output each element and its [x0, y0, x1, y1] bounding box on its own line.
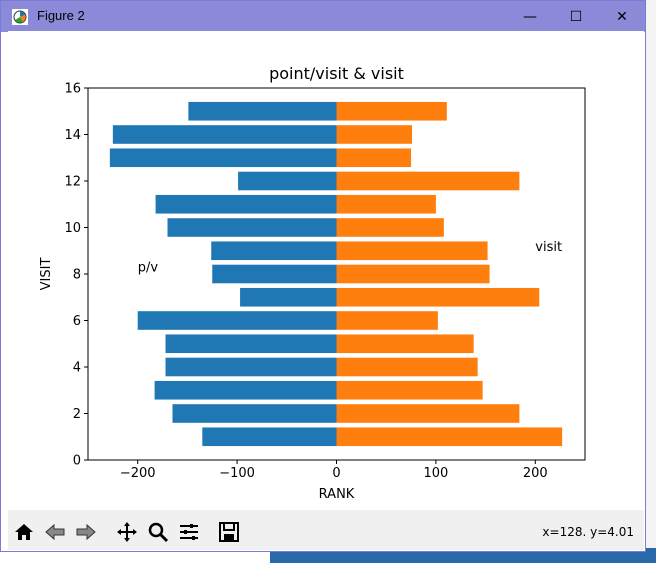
cursor-coordinates: x=128. y=4.01: [542, 525, 634, 539]
x-tick-label: 0: [332, 466, 340, 481]
bar-series-1-4: [165, 357, 337, 377]
zoom-button[interactable]: [144, 518, 172, 546]
home-icon: [15, 524, 33, 540]
y-tick-label: 14: [64, 128, 81, 143]
x-tick-label: −200: [120, 466, 156, 481]
pan-icon: [117, 522, 137, 542]
save-icon: [219, 522, 239, 542]
maximize-button[interactable]: ☐: [553, 1, 599, 32]
chart-title: point/visit & visit: [269, 64, 404, 83]
bar-series-2-3: [336, 380, 483, 400]
bar-series-1-1: [202, 427, 337, 447]
forward-icon: [76, 523, 96, 541]
bar-series-2-6: [336, 311, 438, 330]
bar-series-1-7: [240, 287, 337, 307]
bar-series-1-13: [109, 148, 337, 168]
y-tick-label: 12: [64, 175, 81, 190]
bar-series-1-3: [154, 380, 337, 400]
figure-canvas[interactable]: −200 −100 0 100 200 0 2 4 6 8 10 12 14 16 point/visit …: [8, 31, 644, 510]
bar-series-2-12: [336, 171, 520, 191]
y-tick-label: 0: [73, 454, 81, 469]
y-tick-label: 10: [64, 221, 81, 236]
y-tick-label: 8: [73, 268, 81, 283]
x-tick-label: 100: [423, 466, 448, 481]
bar-series-1-2: [172, 404, 337, 423]
bar-series-1-12: [238, 171, 337, 191]
configure-subplots-icon: [180, 524, 198, 540]
bar-series-1-6: [137, 311, 337, 330]
y-tick-label: 2: [73, 407, 81, 422]
bar-series-2-7: [336, 287, 540, 307]
title-bar[interactable]: Figure 2 — ☐ ✕: [1, 1, 645, 32]
chart-svg: −200 −100 0 100 200 0 2 4 6 8 10 12 14 16 point/visit …: [39, 64, 586, 502]
bar-series-2-15: [336, 101, 447, 121]
back-button[interactable]: [41, 518, 69, 546]
bar-series-2-11: [336, 194, 436, 214]
close-button[interactable]: ✕: [599, 1, 645, 32]
y-tick-label: 4: [73, 361, 81, 376]
save-button[interactable]: [215, 518, 243, 546]
window-title: Figure 2: [37, 8, 85, 23]
bar-series-2-9: [336, 241, 488, 261]
minimize-icon: —: [523, 8, 537, 25]
bar-series-1-8: [212, 264, 337, 284]
pan-button[interactable]: [113, 518, 141, 546]
desktop-background: [644, 0, 656, 563]
y-tick-label: 16: [64, 82, 81, 97]
bar-series-2-2: [336, 404, 520, 423]
close-icon: ✕: [616, 8, 628, 25]
maximize-icon: ☐: [569, 8, 583, 25]
bar-series-2-4: [336, 357, 478, 377]
navigation-toolbar: x=128. y=4.01: [8, 510, 644, 550]
annotation-text: visit: [535, 240, 562, 255]
zoom-icon: [148, 522, 169, 543]
matplotlib-app-icon: [12, 9, 28, 25]
bar-series-1-10: [167, 218, 337, 237]
annotation-text: p/v: [138, 261, 159, 276]
x-tick-label: 200: [523, 466, 548, 481]
bar-series-2-1: [336, 427, 563, 447]
bar-series-1-15: [188, 101, 337, 121]
bar-series-2-8: [336, 264, 490, 284]
bar-series-2-10: [336, 218, 444, 237]
toolbar-separator: [106, 518, 108, 546]
home-button[interactable]: [10, 518, 38, 546]
bar-series-2-13: [336, 148, 412, 168]
minimize-button[interactable]: —: [507, 1, 553, 32]
x-tick-label: −100: [219, 466, 255, 481]
y-tick-label: 6: [73, 314, 81, 329]
bar-series-1-14: [112, 125, 337, 144]
x-axis-label: RANK: [319, 487, 355, 502]
forward-button[interactable]: [72, 518, 100, 546]
configure-subplots-button[interactable]: [175, 518, 203, 546]
back-icon: [45, 523, 65, 541]
bar-series-2-14: [336, 125, 413, 144]
bar-series-1-5: [165, 334, 337, 354]
bar-series-2-5: [336, 334, 474, 354]
bar-series-1-11: [155, 194, 337, 214]
bar-series-1-9: [211, 241, 337, 261]
y-axis-label: VISIT: [39, 258, 54, 291]
